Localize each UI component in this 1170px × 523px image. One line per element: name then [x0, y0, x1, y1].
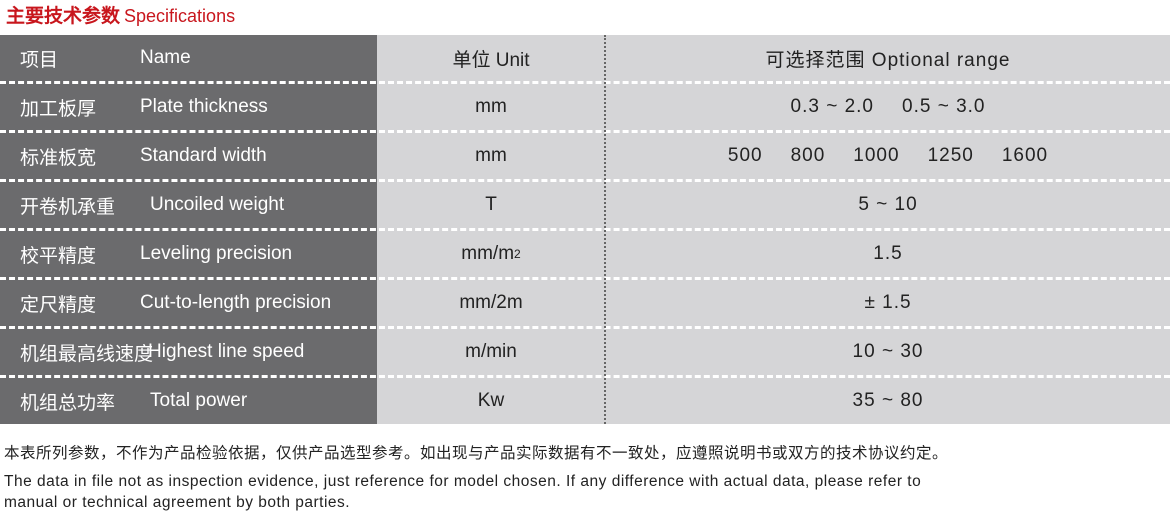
- row-unit: mm: [377, 133, 605, 179]
- row-name-cn: 机组最高线速度: [20, 343, 154, 365]
- row-unit: mm: [377, 84, 605, 130]
- row-range: 500 800 1000 1250 1600: [606, 133, 1170, 179]
- table-row: 定尺精度 Cut-to-length precision mm/2m ± 1.5: [0, 280, 1170, 329]
- unit-text: mm: [475, 96, 507, 117]
- range-value: 500: [727, 145, 763, 166]
- unit-text: m/min: [465, 341, 517, 362]
- header-range: 可选择范围 Optional range: [765, 49, 1011, 71]
- unit-text: mm: [475, 145, 507, 166]
- header-name-cn: 项目: [20, 49, 59, 71]
- range-value: 0.3 ~ 2.0: [790, 96, 874, 117]
- row-name: 标准板宽 Standard width: [20, 133, 267, 179]
- row-unit: T: [377, 182, 605, 228]
- header-unit: 单位 Unit: [452, 49, 530, 71]
- table-row: 校平精度 Leveling precision mm/m 2 1.5: [0, 231, 1170, 280]
- row-name: 定尺精度 Cut-to-length precision: [20, 280, 331, 326]
- range-value: 5 ~ 10: [858, 194, 918, 215]
- row-name: 校平精度 Leveling precision: [20, 231, 292, 277]
- row-name-en: Plate thickness: [140, 96, 268, 117]
- row-name-en: Total power: [150, 390, 248, 411]
- title-cn: 主要技术参数: [6, 6, 121, 27]
- row-name-cn: 加工板厚: [20, 98, 97, 120]
- row-range: 0.3 ~ 2.0 0.5 ~ 3.0: [606, 84, 1170, 130]
- unit-superscript: 2: [514, 247, 521, 261]
- header-name-en: Name: [140, 47, 191, 68]
- header-name: 项目 Name: [20, 35, 191, 81]
- unit-text: T: [485, 194, 497, 215]
- range-value: 800: [790, 145, 826, 166]
- note-cn: 本表所列参数，不作为产品检验依据，仅供产品选型参考。如出现与产品实际数据有不一致…: [4, 445, 949, 462]
- unit-text: mm/m: [461, 243, 515, 264]
- table-row: 开卷机承重 Uncoiled weight T 5 ~ 10: [0, 182, 1170, 231]
- row-name-cn: 校平精度: [20, 245, 97, 267]
- table-row: 标准板宽 Standard width mm 500 800 1000 1250 1600: [0, 133, 1170, 182]
- range-value: 1250: [927, 145, 974, 166]
- title-en: Specifications: [124, 6, 236, 26]
- row-unit: mm/m 2: [377, 231, 605, 277]
- range-value: 10 ~ 30: [852, 341, 924, 362]
- row-name-en: Leveling precision: [140, 243, 293, 264]
- table-row: 机组总功率 Total power Kw 35 ~ 80: [0, 378, 1170, 427]
- row-range: 5 ~ 10: [606, 182, 1170, 228]
- row-name: 机组总功率 Total power: [20, 378, 247, 424]
- range-value: ± 1.5: [864, 292, 912, 313]
- row-name: 加工板厚 Plate thickness: [20, 84, 268, 130]
- unit-text: Kw: [477, 390, 505, 411]
- row-name-en: Cut-to-length precision: [140, 292, 332, 313]
- row-name-cn: 标准板宽: [20, 147, 97, 169]
- row-range: ± 1.5: [606, 280, 1170, 326]
- row-name-cn: 开卷机承重: [20, 196, 116, 218]
- table-row: 机组最高线速度 Highest line speed m/min 10 ~ 30: [0, 329, 1170, 378]
- unit-text: mm/2m: [459, 292, 523, 313]
- row-range: 10 ~ 30: [606, 329, 1170, 375]
- range-value: 35 ~ 80: [852, 390, 924, 411]
- range-value: 0.5 ~ 3.0: [902, 96, 986, 117]
- range-value: 1.5: [873, 243, 903, 264]
- row-unit: m/min: [377, 329, 605, 375]
- table-header: 项目 Name 单位 Unit 可选择范围 Optional range: [0, 35, 1170, 84]
- row-name: 机组最高线速度 Highest line speed: [20, 329, 304, 375]
- row-range: 1.5: [606, 231, 1170, 277]
- row-name: 开卷机承重 Uncoiled weight: [20, 182, 284, 228]
- section-title: 主要技术参数 Specifications: [6, 1, 235, 28]
- row-name-en: Uncoiled weight: [150, 194, 285, 215]
- row-name-cn: 定尺精度: [20, 294, 97, 316]
- column-divider: [604, 35, 606, 424]
- range-value: 1000: [853, 145, 900, 166]
- row-name-cn: 机组总功率: [20, 392, 116, 414]
- range-value: 1600: [1001, 145, 1049, 166]
- row-unit: mm/2m: [377, 280, 605, 326]
- row-name-en: Highest line speed: [148, 341, 305, 362]
- spec-table: 项目 Name 单位 Unit 可选择范围 Optional range 加工板厚…: [0, 35, 1170, 424]
- row-name-en: Standard width: [140, 145, 267, 166]
- row-unit: Kw: [377, 378, 605, 424]
- note-en-line1: The data in file not as inspection evide…: [4, 473, 922, 490]
- note-en-line2: manual or technical agreement by both pa…: [4, 494, 351, 511]
- row-range: 35 ~ 80: [606, 378, 1170, 424]
- table-row: 加工板厚 Plate thickness mm 0.3 ~ 2.0 0.5 ~ 3.…: [0, 84, 1170, 133]
